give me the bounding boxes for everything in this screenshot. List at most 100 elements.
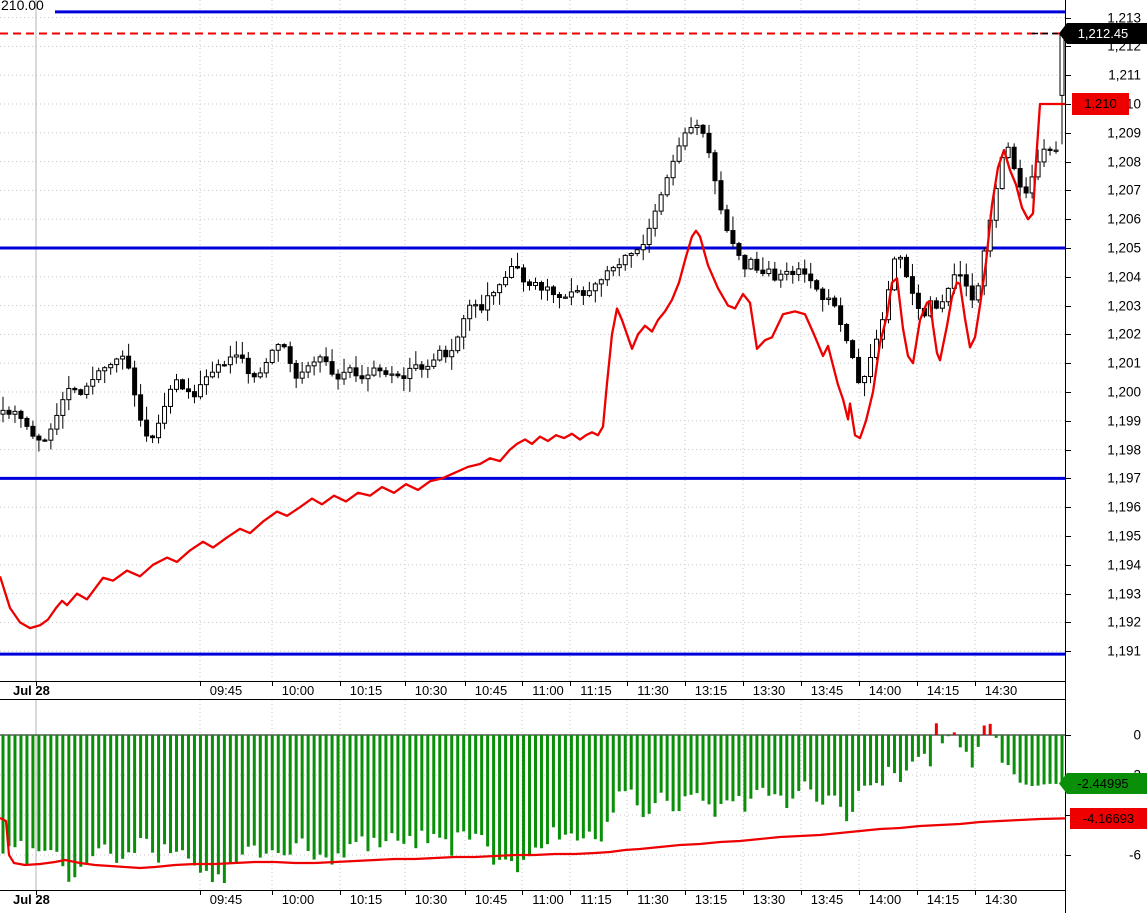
price-axis-label: 1,197	[1107, 470, 1141, 486]
price-tick	[1066, 46, 1071, 48]
time-axis-label: 10:00	[281, 892, 315, 907]
time-tick	[685, 682, 686, 686]
overlay-price-tag: 1,210	[1072, 93, 1129, 115]
time-axis-label: 14:15	[926, 683, 960, 698]
time-axis-label: 10:15	[349, 683, 383, 698]
time-tick	[272, 891, 273, 895]
price-tick	[1066, 536, 1071, 537]
price-axis-label: 1,199	[1107, 413, 1141, 429]
spread-panel[interactable]	[0, 700, 1065, 890]
time-axis-label: 13:30	[752, 892, 786, 907]
spread-axis-label: 0	[1133, 727, 1141, 743]
price-axis-label: 1,201	[1107, 355, 1141, 371]
day-label: Jul 28	[13, 892, 50, 907]
spread-axis-label: -6	[1128, 847, 1141, 863]
time-axis-label: 11:00	[532, 683, 564, 698]
price-axis-label: 1,206	[1107, 211, 1141, 227]
time-tick	[200, 891, 201, 895]
time-axis-label: 10:30	[414, 892, 448, 907]
time-axis-label: 11:30	[637, 892, 669, 907]
spread-tick	[1066, 815, 1071, 816]
time-tick	[627, 891, 628, 895]
time-tick	[340, 891, 341, 895]
time-tick	[917, 682, 918, 686]
price-axis-label: 1,194	[1107, 557, 1141, 573]
time-tick	[570, 891, 571, 895]
time-tick	[743, 891, 744, 895]
spread-value-tag: -2.44995	[1059, 773, 1147, 794]
time-axis-lower: Jul 28 09:45 10:00 10:15 10:30 10:45 11:00 11:…	[0, 890, 1066, 912]
price-tick	[1066, 449, 1071, 451]
price-axis-label: 1,208	[1107, 154, 1141, 170]
price-axis-label: 1,193	[1107, 586, 1141, 602]
time-tick	[975, 682, 976, 686]
price-tick	[1066, 75, 1071, 77]
time-tick	[570, 682, 571, 686]
price-tick	[1066, 593, 1071, 595]
time-axis-label: 10:45	[474, 683, 508, 698]
price-axis-label: 1,204	[1107, 269, 1141, 285]
time-axis-label: 13:15	[694, 683, 728, 698]
price-tick	[1066, 219, 1071, 221]
time-tick	[917, 891, 918, 895]
time-axis-label: 11:15	[580, 892, 612, 907]
price-tick	[1066, 190, 1071, 192]
time-axis-label: 14:15	[926, 892, 960, 907]
price-tick	[1066, 392, 1071, 393]
main-price-panel[interactable]	[0, 0, 1065, 681]
time-axis-label: 14:30	[984, 892, 1018, 907]
spread-tick	[1066, 735, 1071, 736]
price-axis-label: 1,205	[1107, 240, 1141, 256]
price-tick	[1066, 161, 1071, 163]
time-tick	[522, 891, 523, 895]
price-tick	[1066, 276, 1071, 278]
last-price-tag: 1,212.45	[1059, 23, 1147, 44]
time-axis-label: 14:30	[984, 683, 1018, 698]
price-axis-label: 1,209	[1107, 125, 1141, 141]
price-tick	[1066, 334, 1071, 336]
time-axis-label: 09:45	[209, 683, 243, 698]
day-tick	[36, 682, 37, 686]
time-tick	[522, 682, 523, 686]
time-tick	[200, 682, 201, 686]
time-axis-label: 10:15	[349, 892, 383, 907]
time-tick	[340, 682, 341, 686]
time-tick	[272, 682, 273, 686]
time-axis-label: 13:45	[810, 683, 844, 698]
price-axis-label: 1,207	[1107, 182, 1141, 198]
time-tick	[859, 891, 860, 895]
time-axis-label: 11:30	[637, 683, 669, 698]
time-axis-main: Jul 28 09:45 10:00 10:15 10:30 10:45 11:00 11:…	[0, 681, 1066, 700]
level-value-label: 210.00	[1, 0, 44, 13]
price-axis-label: 1,196	[1107, 499, 1141, 515]
time-axis-label: 13:15	[694, 892, 728, 907]
axis-border	[1065, 0, 1066, 913]
price-axis-label: 1,203	[1107, 298, 1141, 314]
day-tick	[36, 891, 37, 895]
price-tick	[1066, 478, 1071, 480]
time-tick	[801, 891, 802, 895]
price-tick	[1066, 420, 1071, 422]
time-axis-label: 13:45	[810, 892, 844, 907]
price-axis-label: 1,213	[1107, 10, 1141, 26]
time-axis-label: 09:45	[209, 892, 243, 907]
time-axis-label: 11:15	[580, 683, 612, 698]
time-axis-label: 10:00	[281, 683, 315, 698]
time-axis-label: 14:00	[868, 683, 902, 698]
price-tick	[1066, 564, 1071, 566]
price-axis-label: 1,200	[1107, 384, 1141, 400]
price-tick	[1066, 363, 1071, 365]
time-tick	[465, 682, 466, 686]
time-axis-label: 13:30	[752, 683, 786, 698]
spread-tick	[1066, 855, 1071, 856]
day-label: Jul 28	[13, 683, 50, 698]
price-tick	[1066, 305, 1071, 307]
time-tick	[405, 891, 406, 895]
price-tick	[1066, 622, 1071, 624]
price-axis-label: 1,191	[1107, 643, 1141, 659]
spread-axis[interactable]: 0-2-4-6	[1066, 700, 1147, 890]
price-axis-label: 1,202	[1107, 326, 1141, 342]
time-tick	[975, 891, 976, 895]
time-tick	[801, 682, 802, 686]
